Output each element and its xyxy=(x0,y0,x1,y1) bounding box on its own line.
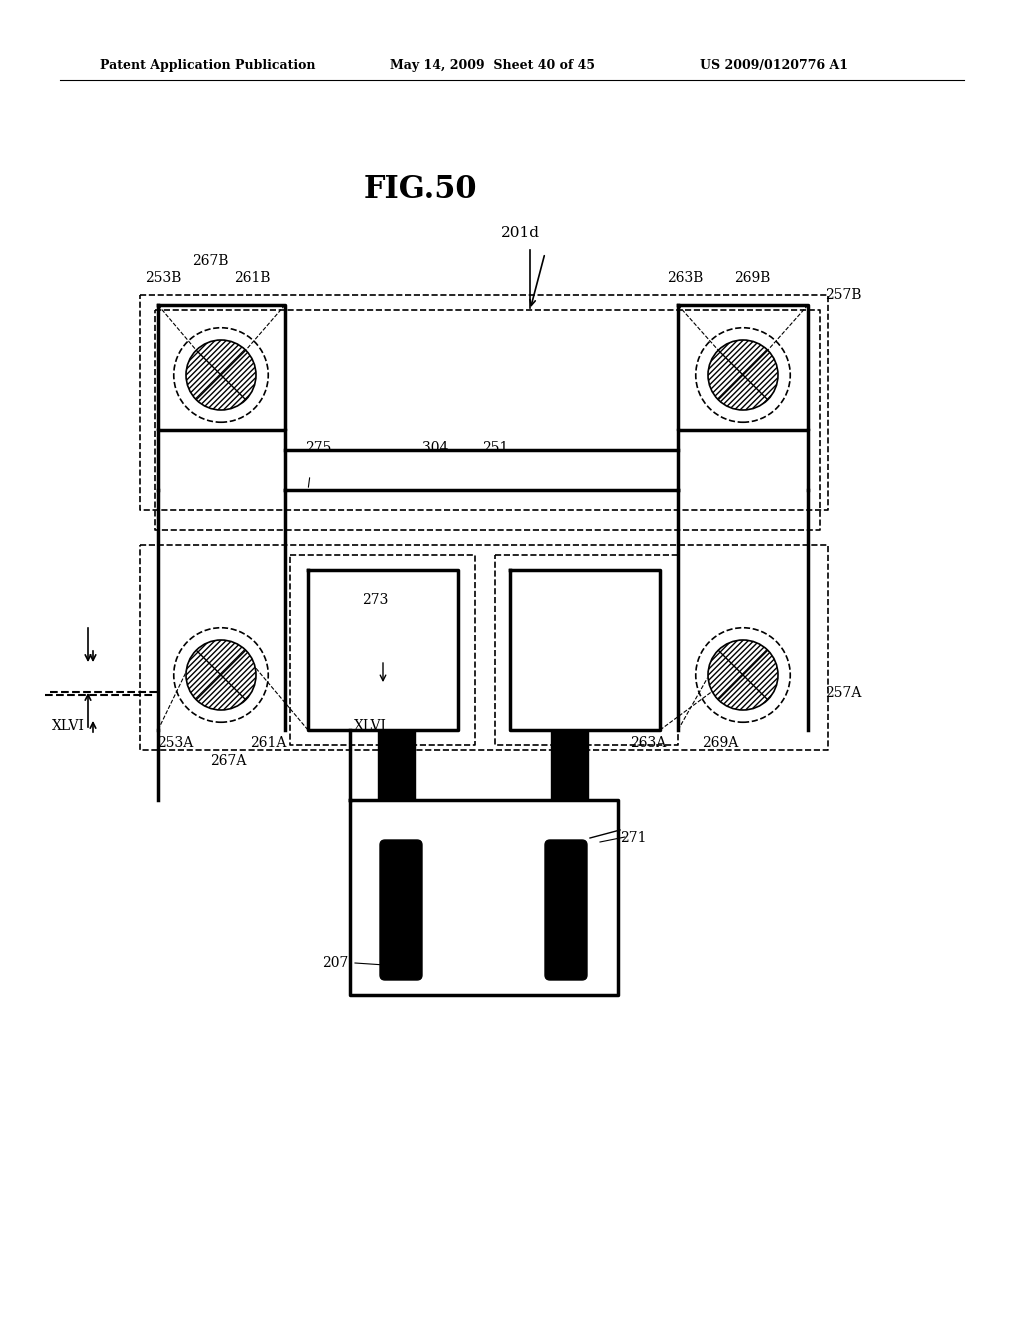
Text: 275: 275 xyxy=(305,441,331,455)
Text: 271: 271 xyxy=(620,832,646,845)
FancyBboxPatch shape xyxy=(380,840,422,979)
Text: 201d: 201d xyxy=(501,226,540,240)
Text: 253B: 253B xyxy=(144,271,181,285)
Text: 269B: 269B xyxy=(734,271,770,285)
Text: 267A: 267A xyxy=(210,754,246,768)
Text: 253A: 253A xyxy=(157,737,194,750)
Text: Patent Application Publication: Patent Application Publication xyxy=(100,58,315,71)
Circle shape xyxy=(186,640,256,710)
Text: 209: 209 xyxy=(555,956,582,970)
Text: 267B: 267B xyxy=(191,253,228,268)
Circle shape xyxy=(186,341,256,411)
FancyBboxPatch shape xyxy=(545,840,587,979)
Text: 261A: 261A xyxy=(250,737,286,750)
Text: 261B: 261B xyxy=(233,271,270,285)
Text: May 14, 2009  Sheet 40 of 45: May 14, 2009 Sheet 40 of 45 xyxy=(390,58,595,71)
Circle shape xyxy=(708,341,778,411)
Text: 251: 251 xyxy=(482,441,508,455)
Text: 273: 273 xyxy=(361,593,388,607)
Circle shape xyxy=(708,640,778,710)
Text: 304: 304 xyxy=(422,441,449,455)
Text: US 2009/0120776 A1: US 2009/0120776 A1 xyxy=(700,58,848,71)
Text: 263B: 263B xyxy=(667,271,703,285)
Text: 207: 207 xyxy=(322,956,348,970)
Text: 269A: 269A xyxy=(701,737,738,750)
Text: 257B: 257B xyxy=(825,288,861,302)
Text: XLVI: XLVI xyxy=(353,719,386,733)
Text: 263A: 263A xyxy=(630,737,667,750)
Text: FIG.50: FIG.50 xyxy=(364,174,477,206)
Text: XLVI: XLVI xyxy=(51,719,84,733)
Text: 257A: 257A xyxy=(825,686,861,700)
